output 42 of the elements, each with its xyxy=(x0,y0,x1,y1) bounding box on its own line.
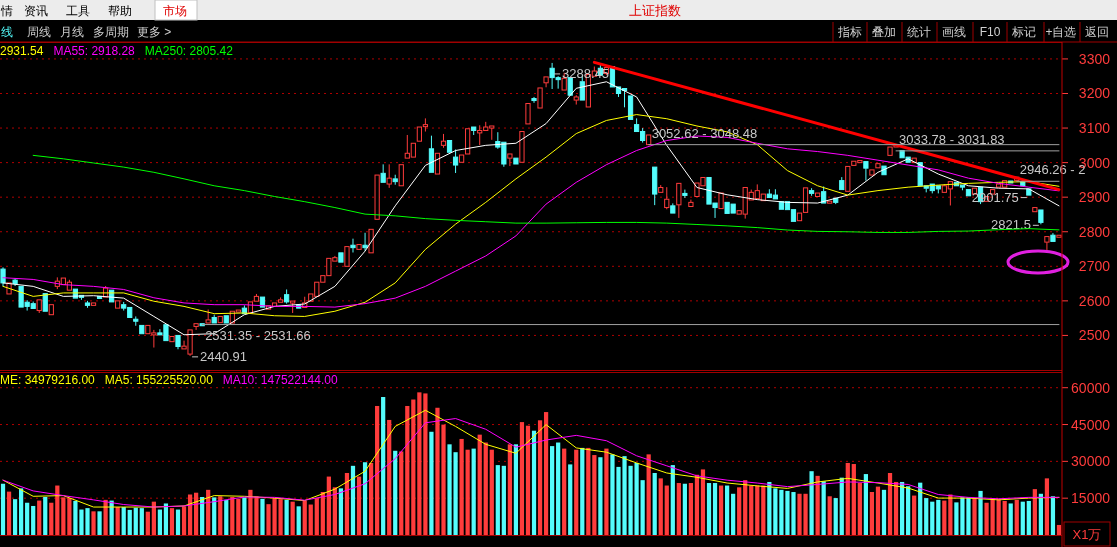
annotation: 2821.5 xyxy=(991,217,1031,233)
y-tick-label: 2900 xyxy=(1078,189,1111,206)
text: 上证指数 xyxy=(629,3,681,18)
text: 多周期 xyxy=(93,25,129,39)
text: MA5: 155225520.00 xyxy=(104,373,214,387)
text: 情 xyxy=(0,4,13,18)
text: MA250: 2805.42 xyxy=(144,44,234,58)
series-label: 2531.35 - 2531.66 xyxy=(205,327,311,343)
text: 更多 > xyxy=(137,25,172,39)
series-label: 3033.78 - 3031.83 xyxy=(899,131,1005,147)
y-tick-label: 2800 xyxy=(1078,223,1111,240)
y-tick-label: 2700 xyxy=(1078,258,1111,275)
y-tick-label: 60000 xyxy=(1071,379,1111,396)
text: +自选 xyxy=(1045,25,1077,39)
text: 2931.54 xyxy=(0,44,44,58)
y-tick-label: 3100 xyxy=(1078,120,1111,137)
text: 统计 xyxy=(907,25,931,39)
text: F10 xyxy=(979,25,1001,39)
text: 月线 xyxy=(60,25,84,39)
y-axis-title: X1万 xyxy=(1072,527,1102,542)
y-tick-label: 15000 xyxy=(1071,490,1111,507)
y-tick-label: 45000 xyxy=(1071,416,1111,433)
text: 叠加 xyxy=(872,25,896,39)
text: 指标 xyxy=(837,25,862,39)
text: MA55: 2918.28 xyxy=(53,44,136,58)
text: 资讯 xyxy=(24,4,48,18)
text: 线 xyxy=(1,25,13,39)
y-tick-label: 3300 xyxy=(1078,50,1111,67)
annotation: ME: 34979216.00 xyxy=(0,373,96,387)
y-tick-label: 3200 xyxy=(1078,85,1111,102)
annotation: 2440.91 xyxy=(200,348,248,364)
text: MA10: 147522144.00 xyxy=(222,373,338,387)
text: 返回 xyxy=(1085,25,1109,39)
y-tick-label: 30000 xyxy=(1071,453,1111,470)
text: 帮助 xyxy=(108,4,132,18)
text: 周线 xyxy=(27,25,51,39)
y-tick-label: 2600 xyxy=(1078,292,1111,309)
text: 市场 xyxy=(163,4,187,18)
y-tick-label: 2500 xyxy=(1078,327,1111,344)
text: 标记 xyxy=(1011,25,1036,39)
text: 工具 xyxy=(66,4,90,18)
text: 画线 xyxy=(942,25,966,39)
